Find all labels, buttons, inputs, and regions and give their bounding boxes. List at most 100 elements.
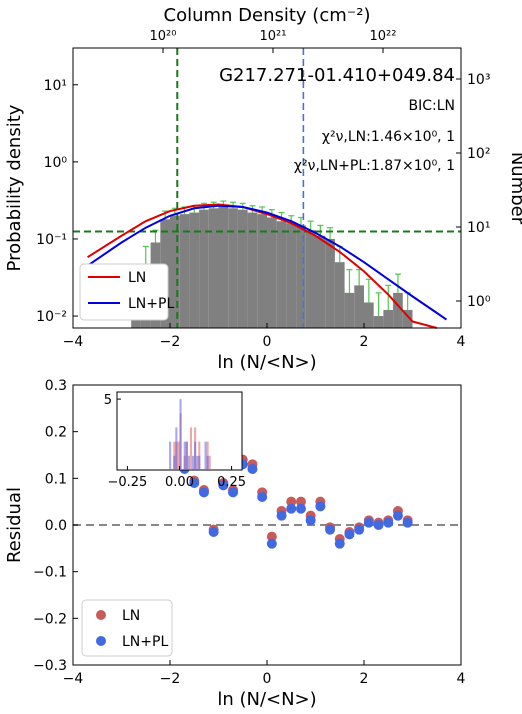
inset-bar-lnpl bbox=[204, 441, 207, 470]
ln-residual-point bbox=[286, 496, 297, 507]
top-axis-ticks: 10²⁰ 10²¹ 10²² bbox=[150, 29, 397, 53]
inset-x-tick-label: 0.00 bbox=[165, 475, 194, 490]
top-tick-label: 10²² bbox=[370, 29, 397, 44]
inset-bar-ln bbox=[177, 441, 180, 470]
x-tick-label: 0 bbox=[263, 671, 272, 687]
histogram-bar bbox=[305, 230, 316, 328]
histogram-bar bbox=[276, 221, 287, 328]
x-axis-ticks: −4 −2 0 2 4 bbox=[63, 660, 466, 687]
histogram-bar bbox=[170, 215, 180, 328]
histogram-bars bbox=[131, 206, 413, 328]
y-tick-label: −0.1 bbox=[33, 565, 67, 581]
histogram-bar bbox=[179, 214, 190, 328]
inset-bar-lnpl bbox=[185, 441, 188, 470]
y-axis-label: Probability density bbox=[4, 104, 25, 271]
lnpl-residual-point bbox=[247, 464, 258, 474]
x-tick-label: 2 bbox=[360, 671, 369, 687]
legend-label-ln: LN bbox=[128, 270, 146, 286]
reference-lines bbox=[73, 48, 461, 328]
lnpl-residual-point bbox=[363, 517, 374, 528]
lnpl-residual-point bbox=[218, 480, 229, 491]
lnpl-residual-point bbox=[198, 487, 209, 498]
legend-label-lnpl: LN+PL bbox=[128, 296, 174, 312]
y-tick-label: 10⁻¹ bbox=[36, 232, 67, 248]
inset-bar-lnpl bbox=[198, 455, 201, 470]
y-tick-label: 10⁻² bbox=[36, 309, 67, 325]
lnpl-fit-curve bbox=[86, 204, 448, 321]
lnpl-residual-point bbox=[315, 501, 326, 512]
inset-bars bbox=[169, 399, 211, 470]
inset-bar-lnpl bbox=[183, 441, 186, 470]
y-tick-label: 0.2 bbox=[45, 425, 67, 441]
inset-bar-lnpl bbox=[175, 427, 178, 470]
inset-bar-lnpl bbox=[206, 455, 209, 470]
y-tick-label: 10⁰ bbox=[44, 155, 68, 171]
lnpl-residual-point bbox=[305, 515, 316, 526]
histogram-bar bbox=[296, 225, 306, 328]
histogram-bar bbox=[228, 208, 238, 328]
inset-bar-lnpl bbox=[173, 455, 176, 470]
inset-bar-ln bbox=[189, 427, 192, 470]
y-axis-label: Residual bbox=[4, 487, 25, 563]
lnpl-residual-point bbox=[373, 520, 384, 530]
inset-x-tick-label: −0.25 bbox=[107, 475, 147, 490]
top-tick-label: 10²¹ bbox=[260, 29, 287, 44]
x-axis-label: ln (N/<N>) bbox=[217, 352, 316, 373]
lnpl-residual-point bbox=[189, 478, 200, 488]
lnpl-residual-point bbox=[266, 538, 277, 549]
inset-bar-lnpl bbox=[192, 455, 195, 470]
y-tick-label: −0.2 bbox=[33, 611, 67, 627]
histogram-bar bbox=[218, 206, 229, 328]
lnpl-residual-point bbox=[295, 503, 306, 514]
y-tick-label: 0.0 bbox=[45, 518, 67, 534]
top-tick-label: 10²⁰ bbox=[150, 29, 177, 44]
chi-ln-annotation: χ²ν,LN:1.46×10⁰, 1 bbox=[322, 129, 455, 145]
histogram-bar bbox=[354, 285, 364, 328]
y-axis-ticks: −0.3 −0.2 −0.1 0.0 0.1 0.2 0.3 bbox=[33, 378, 78, 674]
inset-bar-lnpl bbox=[196, 455, 199, 470]
inset-x-tick-label: 0.25 bbox=[217, 475, 246, 490]
inset-bar-lnpl bbox=[194, 441, 197, 470]
histogram-bar bbox=[383, 309, 394, 328]
x-tick-label: 4 bbox=[457, 671, 466, 687]
histogram-bar bbox=[334, 262, 345, 328]
x-tick-label: −2 bbox=[160, 671, 181, 687]
x-tick-label: −4 bbox=[63, 334, 84, 350]
x-tick-label: 0 bbox=[263, 334, 272, 350]
histogram-bar bbox=[257, 214, 267, 328]
chi-lnpl-annotation: χ²ν,LN+PL:1.87×10⁰, 1 bbox=[294, 158, 455, 174]
bic-annotation: BIC:LN bbox=[409, 98, 456, 114]
histogram-bar bbox=[247, 212, 258, 328]
y-tick-label: −0.3 bbox=[33, 658, 67, 674]
right-axis-label: Number bbox=[507, 152, 522, 225]
ln-residual-point bbox=[266, 531, 277, 542]
right-tick-label: 10¹ bbox=[467, 220, 490, 236]
inset-bar-lnpl bbox=[169, 441, 172, 470]
lnpl-residual-point bbox=[354, 524, 365, 535]
x-axis-label: ln (N/<N>) bbox=[217, 689, 316, 710]
lnpl-residual-point bbox=[344, 529, 355, 540]
histogram-panel: −4 −2 0 2 4 10⁻² 10⁻¹ 10⁰ 10¹ 10⁰ 10¹ 10² 10³ 10²⁰… bbox=[4, 5, 522, 373]
x-tick-label: −2 bbox=[160, 334, 181, 350]
inset-ticks: −0.25 0.00 0.25 5 bbox=[104, 393, 246, 490]
legend-label-lnpl: LN+PL bbox=[122, 634, 168, 650]
histogram-bar bbox=[315, 235, 326, 328]
lnpl-residual-point bbox=[392, 510, 403, 521]
histogram-bar bbox=[364, 302, 374, 328]
lnpl-residual-point bbox=[286, 503, 297, 514]
top-axis-label: Column Density (cm⁻²) bbox=[164, 5, 371, 26]
histogram-bar bbox=[286, 223, 297, 328]
chart-title: G217.271-01.410+049.84 bbox=[219, 65, 455, 86]
right-tick-label: 10⁰ bbox=[467, 294, 491, 310]
x-tick-label: 4 bbox=[457, 334, 466, 350]
legend-label-ln: LN bbox=[122, 608, 140, 624]
inset-bar-ln bbox=[208, 455, 211, 470]
ln-residual-point bbox=[295, 496, 306, 507]
y-tick-label: 10¹ bbox=[44, 78, 67, 94]
legend-top: LN LN+PL bbox=[79, 263, 174, 321]
y-tick-label: 0.1 bbox=[45, 471, 67, 487]
lnpl-residual-point bbox=[228, 487, 239, 498]
right-tick-label: 10² bbox=[467, 146, 490, 162]
y-tick-label: 0.3 bbox=[45, 378, 67, 394]
legend-bottom: LN LN+PL bbox=[81, 599, 173, 657]
